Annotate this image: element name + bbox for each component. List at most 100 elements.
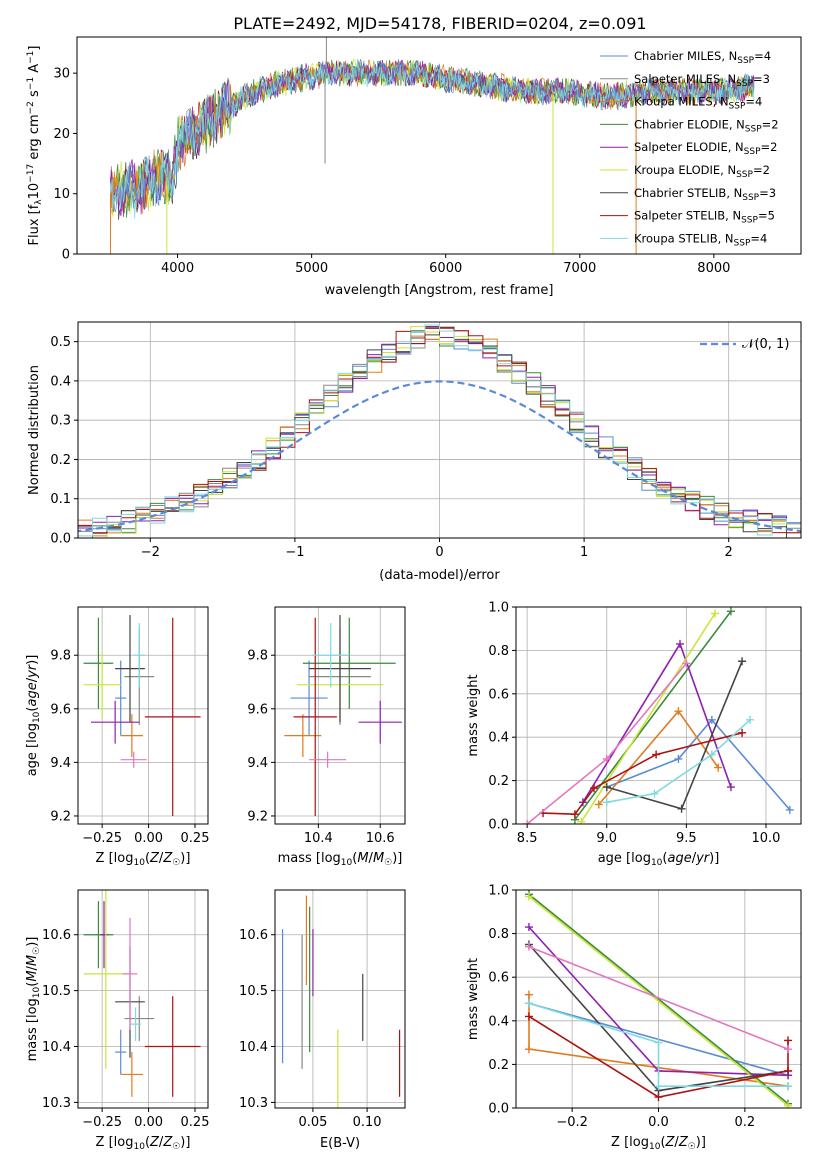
y-tick-label: 0.0 [50, 532, 71, 547]
mass-weight-marker [654, 1082, 663, 1091]
x-tick-label: 5000 [295, 261, 328, 276]
mass-weight-line [528, 1002, 788, 1087]
mass-weight-marker [738, 657, 747, 666]
mass-weight-marker [711, 609, 720, 618]
mass-weight-marker [738, 728, 747, 737]
x-tick-label: −1 [285, 545, 304, 560]
mass-weight-marker [726, 607, 735, 616]
mass-weight-marker [577, 817, 586, 824]
y-tick-label: 0.8 [488, 644, 509, 659]
plot-marks [78, 324, 801, 538]
panel-7: −0.2 0.0 0.2 0.0 0.2 0.4 0.6 0.8 1.0 Z [log10(Z/Z… [466, 884, 802, 1152]
y-axis-label: mass weight [466, 958, 481, 1040]
mass-weight-marker [524, 1045, 533, 1054]
mass-weight-line [528, 895, 789, 1107]
panel-0: 4000 5000 6000 7000 8000 0 10 20 30 wavelength [A… [26, 36, 802, 298]
x-axis-label: (data-model)/error [379, 568, 500, 583]
y-tick-label: 0.6 [488, 971, 509, 986]
mass-weight-line [528, 893, 789, 1105]
y-tick-label: 1.0 [488, 884, 509, 899]
x-tick-label: 8.5 [517, 831, 538, 846]
x-tick-label: 10.6 [366, 831, 395, 846]
mass-weight-marker [602, 783, 611, 792]
y-tick-label: 9.2 [247, 809, 268, 824]
axes-frame [274, 889, 406, 1109]
x-tick-label: 0.25 [181, 831, 210, 846]
histogram-step [78, 326, 801, 538]
y-tick-label: 0.1 [50, 492, 71, 507]
x-tick-label: −2 [141, 545, 160, 560]
x-tick-label: 10.0 [751, 831, 780, 846]
y-axis-label: Normed distribution [27, 365, 42, 495]
y-tick-label: 10.6 [42, 928, 71, 943]
mass-weight-marker [594, 800, 603, 809]
mass-weight-marker [524, 892, 533, 901]
mass-weight-marker [784, 1066, 793, 1075]
y-tick-label: 9.4 [50, 756, 71, 771]
plot-marks [281, 895, 401, 1108]
mass-weight-marker [674, 754, 683, 763]
y-tick-label: 0.6 [488, 687, 509, 702]
x-tick-label: 0.0 [648, 1115, 669, 1130]
y-tick-label: 0.4 [50, 374, 71, 389]
mass-weight-line [528, 945, 789, 1050]
axes-frame [77, 889, 209, 1109]
y-tick-label: 0.8 [488, 927, 509, 942]
y-tick-label: 0.0 [488, 818, 509, 833]
legend-label: Kroupa STELIB, NSSP=4 [634, 231, 767, 248]
mass-weight-line [528, 1015, 789, 1098]
x-tick-label: 10.4 [304, 831, 333, 846]
panel-4: 8.5 9.0 9.5 10.0 0.0 0.2 0.4 0.6 0.8 1.0 age [log1… [466, 601, 802, 868]
plot-marks [83, 890, 201, 1097]
axes-frame [274, 606, 406, 825]
y-tick-label: 10.5 [42, 984, 71, 999]
y-axis-label: mass [log10(M/M☉)] [25, 937, 42, 1062]
y-tick-label: 10 [53, 187, 70, 202]
plot-marks [83, 615, 201, 816]
panel-2: −0.25 0.00 0.25 9.2 9.4 9.6 9.8 Z [log10(Z/Z☉)]… [25, 606, 210, 868]
y-tick-label: 0.2 [50, 453, 71, 468]
y-tick-label: 9.4 [247, 756, 268, 771]
mass-weight-marker [785, 805, 794, 814]
mass-weight-line [606, 718, 791, 811]
axes-frame [77, 606, 209, 825]
x-tick-label: 4000 [161, 261, 194, 276]
x-tick-label: 9.0 [596, 831, 617, 846]
plot-marks [524, 890, 793, 1108]
panel-1: −2 −1 0 1 2 0.0 0.1 0.2 0.3 0.4 0.5 (data-model)/er… [27, 321, 802, 583]
legend-label: 𝒩(0, 1) [742, 337, 789, 352]
x-tick-label: 0.05 [298, 1115, 327, 1130]
mass-weight-marker [590, 784, 599, 793]
legend-label: Chabrier STELIB, NSSP=3 [634, 186, 776, 203]
mass-weight-marker [524, 990, 533, 999]
y-axis-label: mass weight [466, 674, 481, 756]
x-tick-label: −0.2 [556, 1115, 588, 1130]
x-tick-label: 9.5 [676, 831, 697, 846]
x-axis-label: wavelength [Angstrom, rest frame] [325, 283, 554, 298]
mass-weight-marker [746, 715, 755, 724]
mass-weight-marker [524, 942, 533, 951]
mass-weight-marker [524, 1012, 533, 1021]
legend-label: Salpeter MILES, NSSP=3 [634, 72, 770, 89]
y-tick-label: 9.2 [50, 809, 71, 824]
legend-label: Chabrier MILES, NSSP=4 [634, 49, 771, 66]
y-tick-label: 20 [53, 127, 70, 142]
mass-weight-marker [675, 639, 684, 648]
x-tick-label: −0.25 [82, 831, 122, 846]
plot-marks [284, 615, 402, 816]
x-tick-label: 0 [435, 545, 443, 560]
y-tick-label: 0.2 [488, 1058, 509, 1073]
legend-label: Salpeter ELODIE, NSSP=2 [634, 140, 777, 157]
mass-weight-marker [652, 750, 661, 759]
mass-weight-marker [524, 923, 533, 932]
axes-frame [76, 36, 802, 255]
mass-weight-marker [654, 1038, 663, 1047]
y-tick-label: 10.4 [239, 1040, 268, 1055]
panel-5: −0.25 0.00 0.25 10.3 10.4 10.5 10.6 Z [log10(Z/… [25, 889, 209, 1152]
mass-weight-marker [650, 789, 659, 798]
plot-marks [110, 37, 755, 254]
spectrum-fit-line [110, 58, 755, 219]
x-axis-label: Z [log10(Z/Z☉)] [96, 1135, 191, 1152]
axes-frame [515, 606, 802, 825]
